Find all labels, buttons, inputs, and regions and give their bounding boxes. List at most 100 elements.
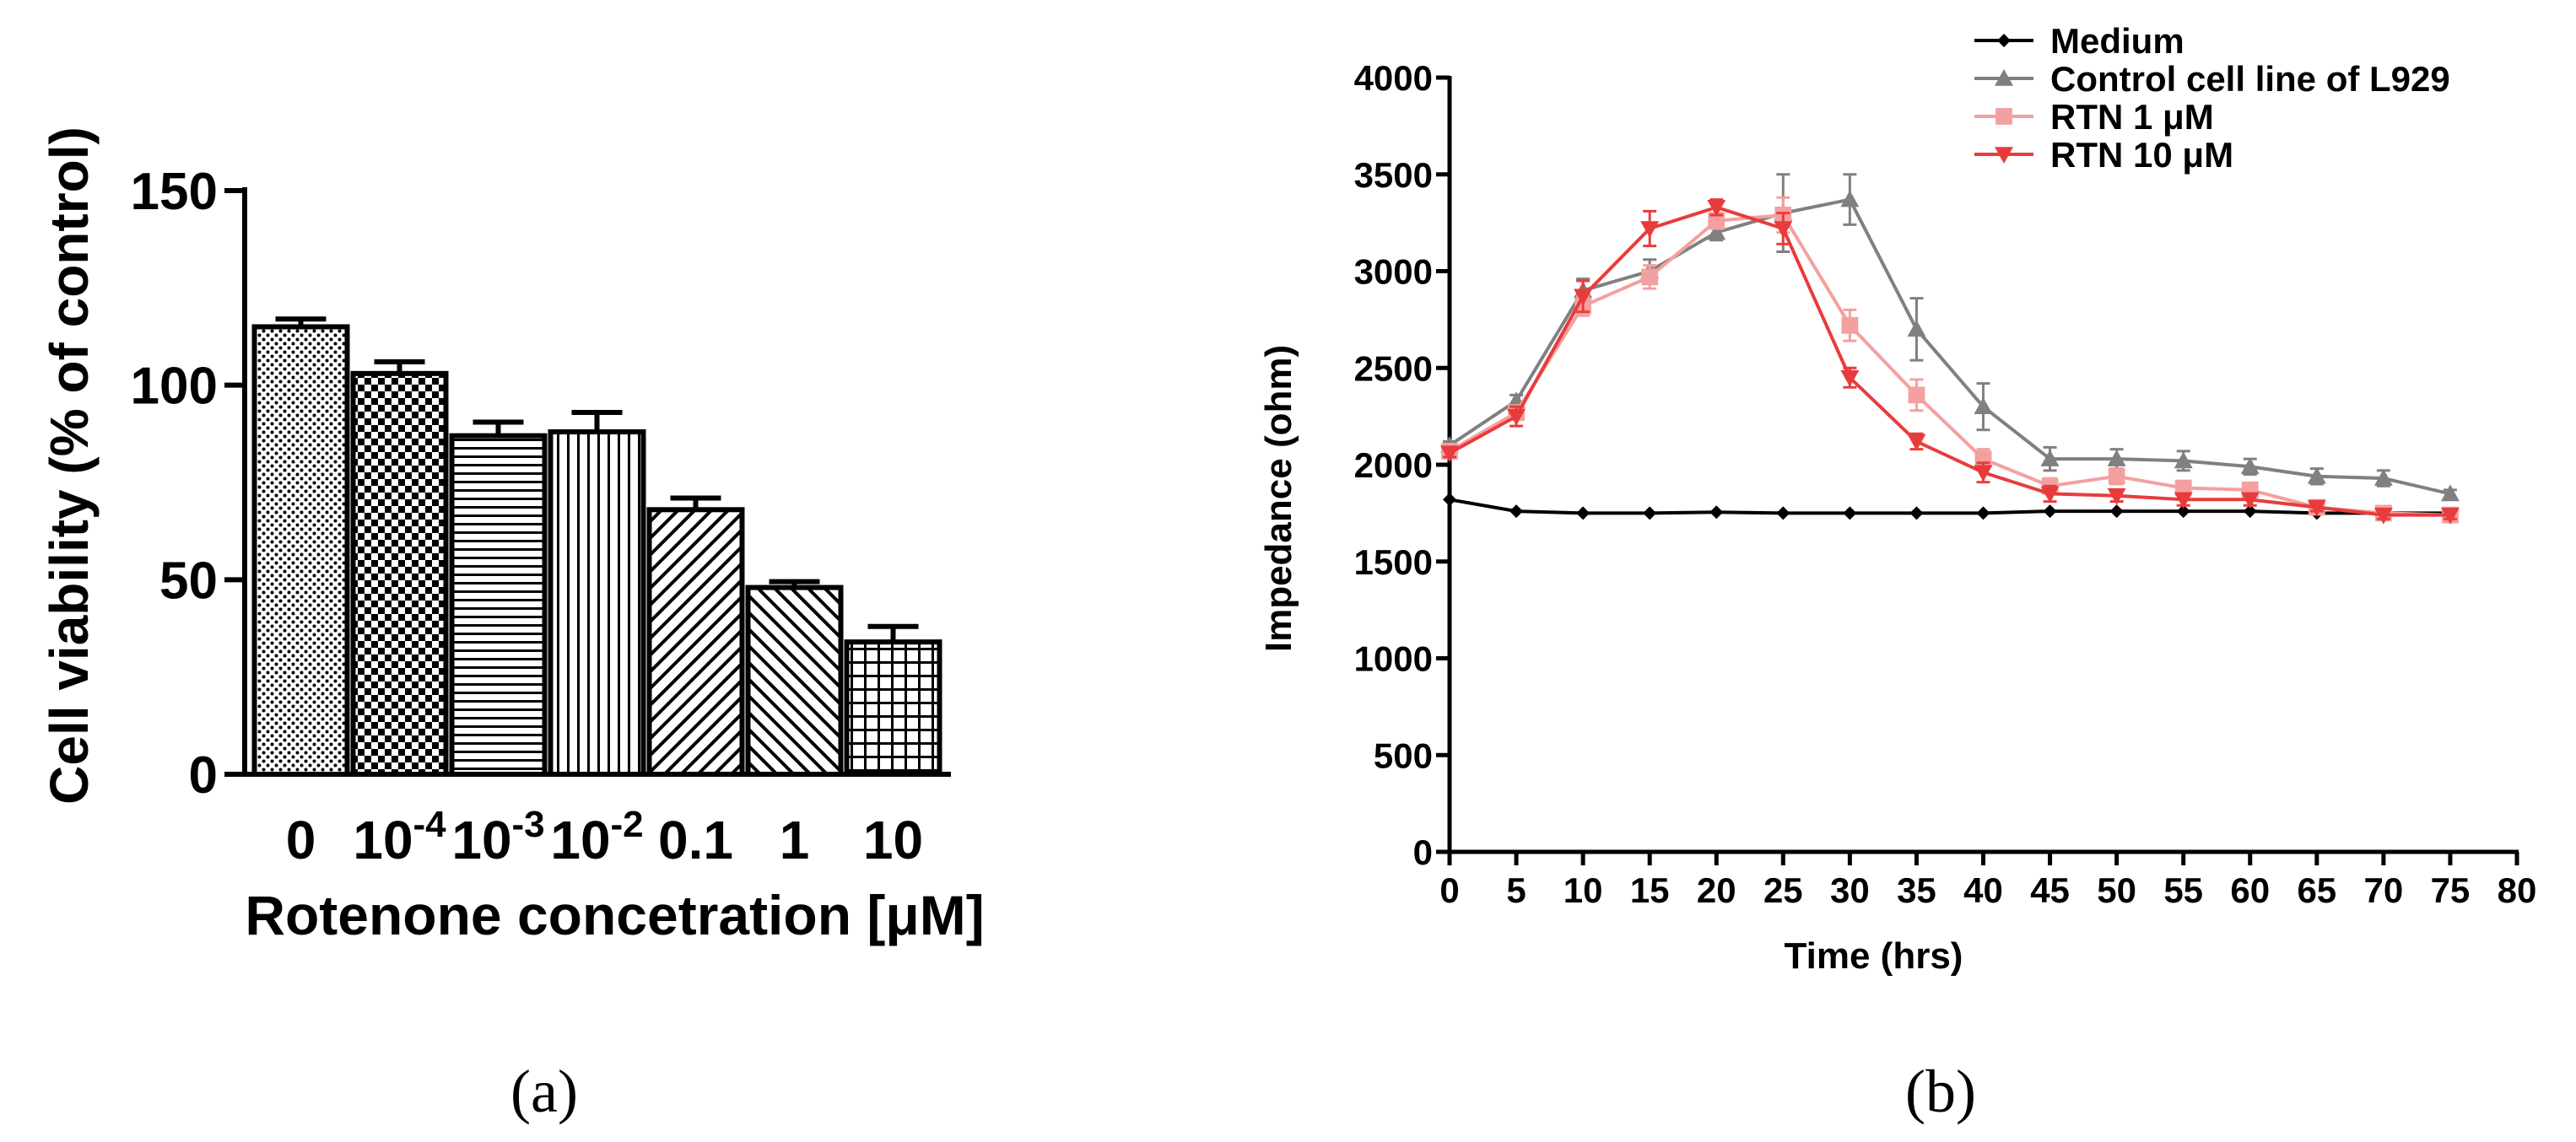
data-point <box>1774 221 1793 239</box>
bar <box>646 507 745 777</box>
x-tick-label: 10-3 <box>451 804 544 870</box>
data-point <box>1995 108 2012 125</box>
y-tick-label: 3500 <box>1354 155 1433 195</box>
data-point <box>1908 386 1925 404</box>
data-point <box>1840 190 1860 207</box>
x-tick-label: 75 <box>2431 870 2471 910</box>
x-tick-label: 15 <box>1630 870 1670 910</box>
data-point <box>1995 147 2013 164</box>
series-line <box>1448 197 2451 496</box>
data-point <box>1576 506 1590 520</box>
series-line <box>1449 205 2450 517</box>
panel-label: (a) <box>510 1058 578 1125</box>
x-tick-label: 60 <box>2230 870 2270 910</box>
y-tick-label: 0 <box>189 746 218 805</box>
x-tick-label: 65 <box>2297 870 2336 910</box>
data-point <box>2440 484 2460 502</box>
bar <box>251 324 350 777</box>
data-point <box>1974 465 1993 482</box>
x-tick-label: 55 <box>2163 870 2203 910</box>
bar <box>548 429 646 777</box>
y-tick-label: 500 <box>1374 735 1433 775</box>
y-axis-title: Impedance (ohm) <box>1258 345 1299 652</box>
data-point <box>1641 268 1659 286</box>
y-tick-label: 2500 <box>1354 348 1433 388</box>
data-point <box>1907 320 1926 337</box>
series-control-cell-line-of-l929 <box>1440 173 2460 502</box>
x-axis-title: Rotenone concetration [μM] <box>245 884 984 946</box>
y-tick-label: 150 <box>131 163 218 221</box>
x-tick-label: 0.1 <box>658 810 733 870</box>
x-tick-label: 40 <box>1963 870 2003 910</box>
x-tick-label: 10 <box>1563 870 1603 910</box>
data-point <box>2040 486 2060 504</box>
line-chart-panel: 0 500 1000 1500 2000 2500 3000 3500 4000 0 5 10 15 20… <box>1258 21 2536 1125</box>
y-tick-label: 1500 <box>1354 542 1433 582</box>
x-tick-label: 30 <box>1830 870 1870 910</box>
data-point <box>2240 492 2260 509</box>
data-point <box>2176 504 2190 519</box>
data-point <box>1708 212 1725 229</box>
data-point <box>1707 223 1726 240</box>
legend-label: Control cell line of L929 <box>2050 59 2450 99</box>
y-tick-label: 2000 <box>1354 445 1433 485</box>
data-point <box>1709 505 1724 520</box>
data-point <box>1997 34 2011 47</box>
y-tick-label: 4000 <box>1354 58 1433 98</box>
data-point <box>1643 506 1657 520</box>
data-point <box>2109 504 2124 519</box>
data-point <box>2307 466 2326 484</box>
data-point <box>2440 507 2460 525</box>
legend-label: RTN 1 μM <box>2050 97 2214 137</box>
x-tick-label: 0 <box>286 810 316 870</box>
series-line <box>1448 213 2450 517</box>
x-tick-label: 1 <box>780 810 810 870</box>
y-tick-label: 100 <box>131 358 218 416</box>
bar <box>745 584 844 777</box>
data-point <box>1976 506 1990 520</box>
data-point <box>1841 316 1859 334</box>
y-axis-title: Cell viability (% of control) <box>39 127 100 805</box>
data-point <box>2108 467 2125 485</box>
x-tick-label: 10-4 <box>353 804 446 870</box>
data-point <box>1995 69 2013 86</box>
data-point <box>1443 493 1456 507</box>
bar-chart-panel: 0 50 100 150 0 10-4 10-3 10-2 0.1 1 10 Cell viabili… <box>39 127 985 1125</box>
x-axis-title: Time (hrs) <box>1785 935 1963 977</box>
legend-label: RTN 10 μM <box>2050 135 2233 175</box>
data-point <box>2174 479 2192 497</box>
x-tick-label: 70 <box>2364 870 2404 910</box>
data-point <box>1907 434 1926 451</box>
data-point <box>1974 397 1993 414</box>
data-point <box>1840 369 1860 387</box>
data-point <box>2107 450 2126 466</box>
data-point <box>1574 288 1593 306</box>
x-tick-label: 20 <box>1697 870 1736 910</box>
x-tick-label: 10 <box>863 810 923 870</box>
x-tick-label: 80 <box>2498 870 2537 910</box>
data-point <box>1440 445 1459 463</box>
series-rtn-10-m <box>1440 198 2460 525</box>
data-point <box>1640 221 1660 239</box>
x-tick-label: 45 <box>2030 870 2070 910</box>
data-point <box>2040 450 2060 466</box>
y-tick-label: 0 <box>1413 832 1433 872</box>
x-tick-label: 10-2 <box>550 804 643 870</box>
data-point <box>2373 469 2393 486</box>
data-point <box>1843 506 1857 520</box>
series-line <box>1449 498 2450 515</box>
data-point <box>1509 504 1524 519</box>
data-point <box>1909 506 1924 520</box>
x-tick-label: 0 <box>1439 870 1459 910</box>
x-tick-label: 35 <box>1897 870 1936 910</box>
x-tick-label: 5 <box>1506 870 1526 910</box>
bar <box>449 433 548 777</box>
x-tick-label: 25 <box>1763 870 1803 910</box>
data-point <box>2043 504 2057 519</box>
y-tick-label: 3000 <box>1354 252 1433 292</box>
x-tick-label: 50 <box>2097 870 2136 910</box>
data-point <box>2243 504 2257 519</box>
bar <box>350 370 449 777</box>
